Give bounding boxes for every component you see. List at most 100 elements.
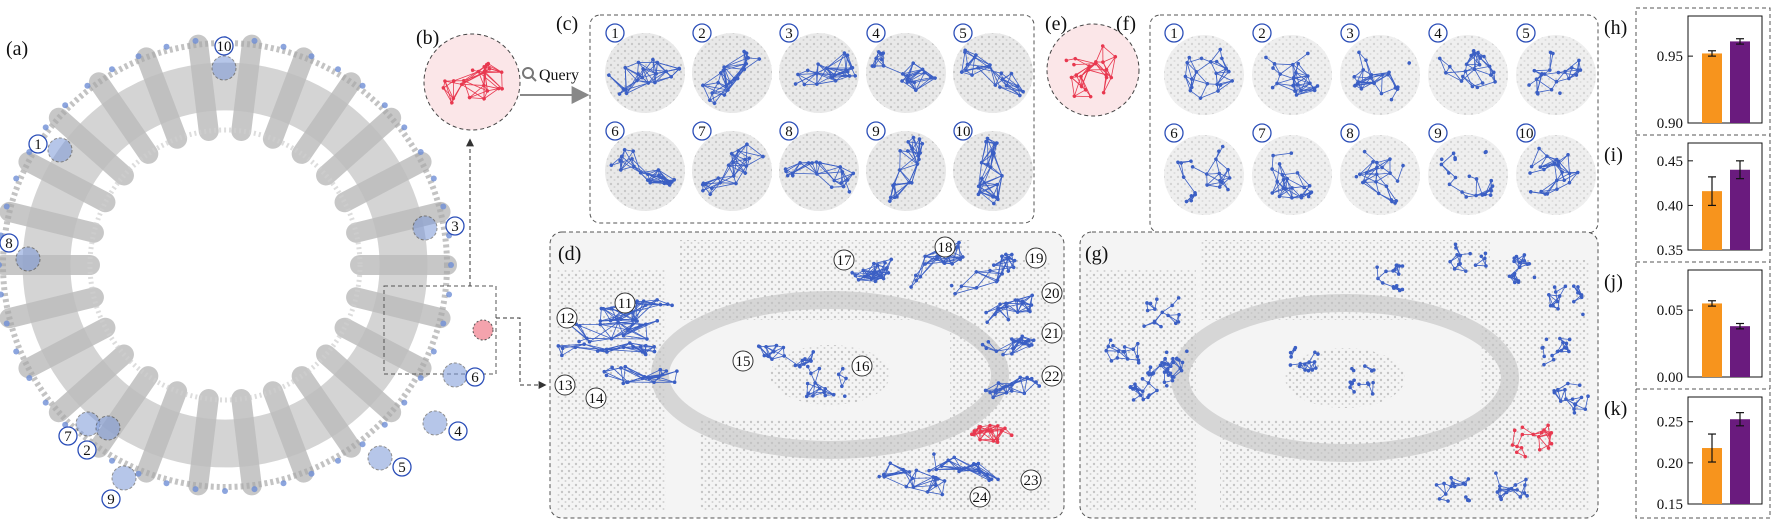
network-node [810, 161, 814, 165]
ring-callout-region [111, 465, 137, 491]
network-edge [998, 307, 1018, 313]
result-badge [1252, 23, 1272, 43]
network-edge [906, 486, 928, 493]
network-node [1380, 281, 1385, 285]
network-edge [1007, 260, 1016, 272]
y-tick-label: 0.35 [1657, 243, 1683, 259]
ring-callout-number: 4 [454, 424, 462, 440]
network-node [1540, 72, 1544, 76]
network-node [631, 149, 635, 153]
network-node [1552, 285, 1557, 289]
network-node [888, 461, 893, 466]
network-node [1297, 364, 1302, 369]
network-edge [709, 89, 729, 101]
result-cell-c: 8 [779, 121, 859, 211]
match-network [1348, 364, 1376, 396]
network-node [587, 340, 592, 344]
network-node [1101, 60, 1105, 64]
network-edge [1017, 294, 1033, 301]
network-edge [1207, 181, 1222, 186]
network-node [1509, 486, 1514, 491]
network-edge [1449, 66, 1462, 82]
network-node [1122, 349, 1127, 354]
network-edge [1215, 73, 1218, 85]
network-node [994, 349, 999, 353]
network-node [486, 61, 491, 66]
network-node [897, 168, 902, 172]
network-edge [718, 177, 737, 184]
network-edge [812, 391, 825, 397]
network-node [920, 141, 925, 146]
network-node [1524, 477, 1528, 482]
network-node [1483, 251, 1488, 256]
network-node [1375, 265, 1379, 269]
network-edge [1300, 75, 1309, 92]
network-edge [1539, 443, 1552, 451]
network-node [952, 455, 957, 460]
network-edge [1366, 167, 1378, 174]
result-texture [1428, 135, 1508, 215]
network-node [1535, 90, 1539, 95]
network-edge [910, 275, 917, 288]
chart-axes [1687, 15, 1763, 124]
network-node [992, 201, 996, 206]
network-edge [927, 491, 943, 495]
network-node [1021, 341, 1025, 346]
network-node [839, 181, 843, 185]
network-node [991, 439, 996, 443]
network-node [912, 80, 917, 85]
ring-callout-region [47, 137, 73, 163]
network-edge [636, 62, 639, 81]
match-badge [1025, 247, 1047, 269]
network-node [875, 263, 880, 268]
network-node [1015, 310, 1020, 314]
network-node [1160, 310, 1165, 315]
network-edge [1219, 169, 1229, 181]
network-edge [1017, 300, 1019, 313]
network-edge [1366, 161, 1374, 174]
network-edge [928, 459, 949, 472]
network-node [1544, 337, 1549, 342]
result-number: 9 [1434, 126, 1442, 142]
network-node [726, 163, 731, 168]
network-node [1531, 432, 1536, 437]
network-edge [1554, 163, 1558, 181]
network-node [1513, 483, 1518, 487]
network-edge [1470, 55, 1480, 66]
network-edge [797, 74, 817, 85]
bar-purple [1730, 419, 1750, 504]
result-network [1354, 149, 1405, 205]
query-arrow: Query [520, 67, 590, 104]
result-badge [1428, 23, 1448, 43]
network-node [657, 173, 661, 177]
result-network [607, 57, 682, 96]
network-node [1563, 284, 1568, 289]
network-node [1104, 75, 1109, 80]
network-edge [597, 342, 630, 352]
network-node [1199, 56, 1204, 61]
network-edge [1376, 158, 1391, 168]
network-edge [819, 388, 834, 396]
network-node [1483, 192, 1487, 197]
network-node [1155, 388, 1159, 393]
network-node [1148, 365, 1153, 370]
network-edge [1292, 53, 1309, 66]
network-edge [1472, 82, 1483, 87]
chart-panel-label: (i) [1604, 144, 1623, 166]
network-node [708, 192, 713, 197]
network-edge [461, 72, 485, 85]
network-edge [1185, 62, 1188, 77]
network-edge [1451, 477, 1464, 484]
result-texture [1516, 35, 1596, 115]
network-edge [1484, 180, 1492, 195]
network-edge [1011, 345, 1030, 355]
network-edge [799, 162, 818, 175]
network-node [881, 276, 886, 281]
network-edge [463, 66, 485, 82]
network-node [817, 366, 822, 371]
panel-c-frame [589, 14, 1035, 224]
network-node [1567, 349, 1571, 354]
network-node [1088, 94, 1093, 99]
ring-tuft [359, 82, 366, 89]
